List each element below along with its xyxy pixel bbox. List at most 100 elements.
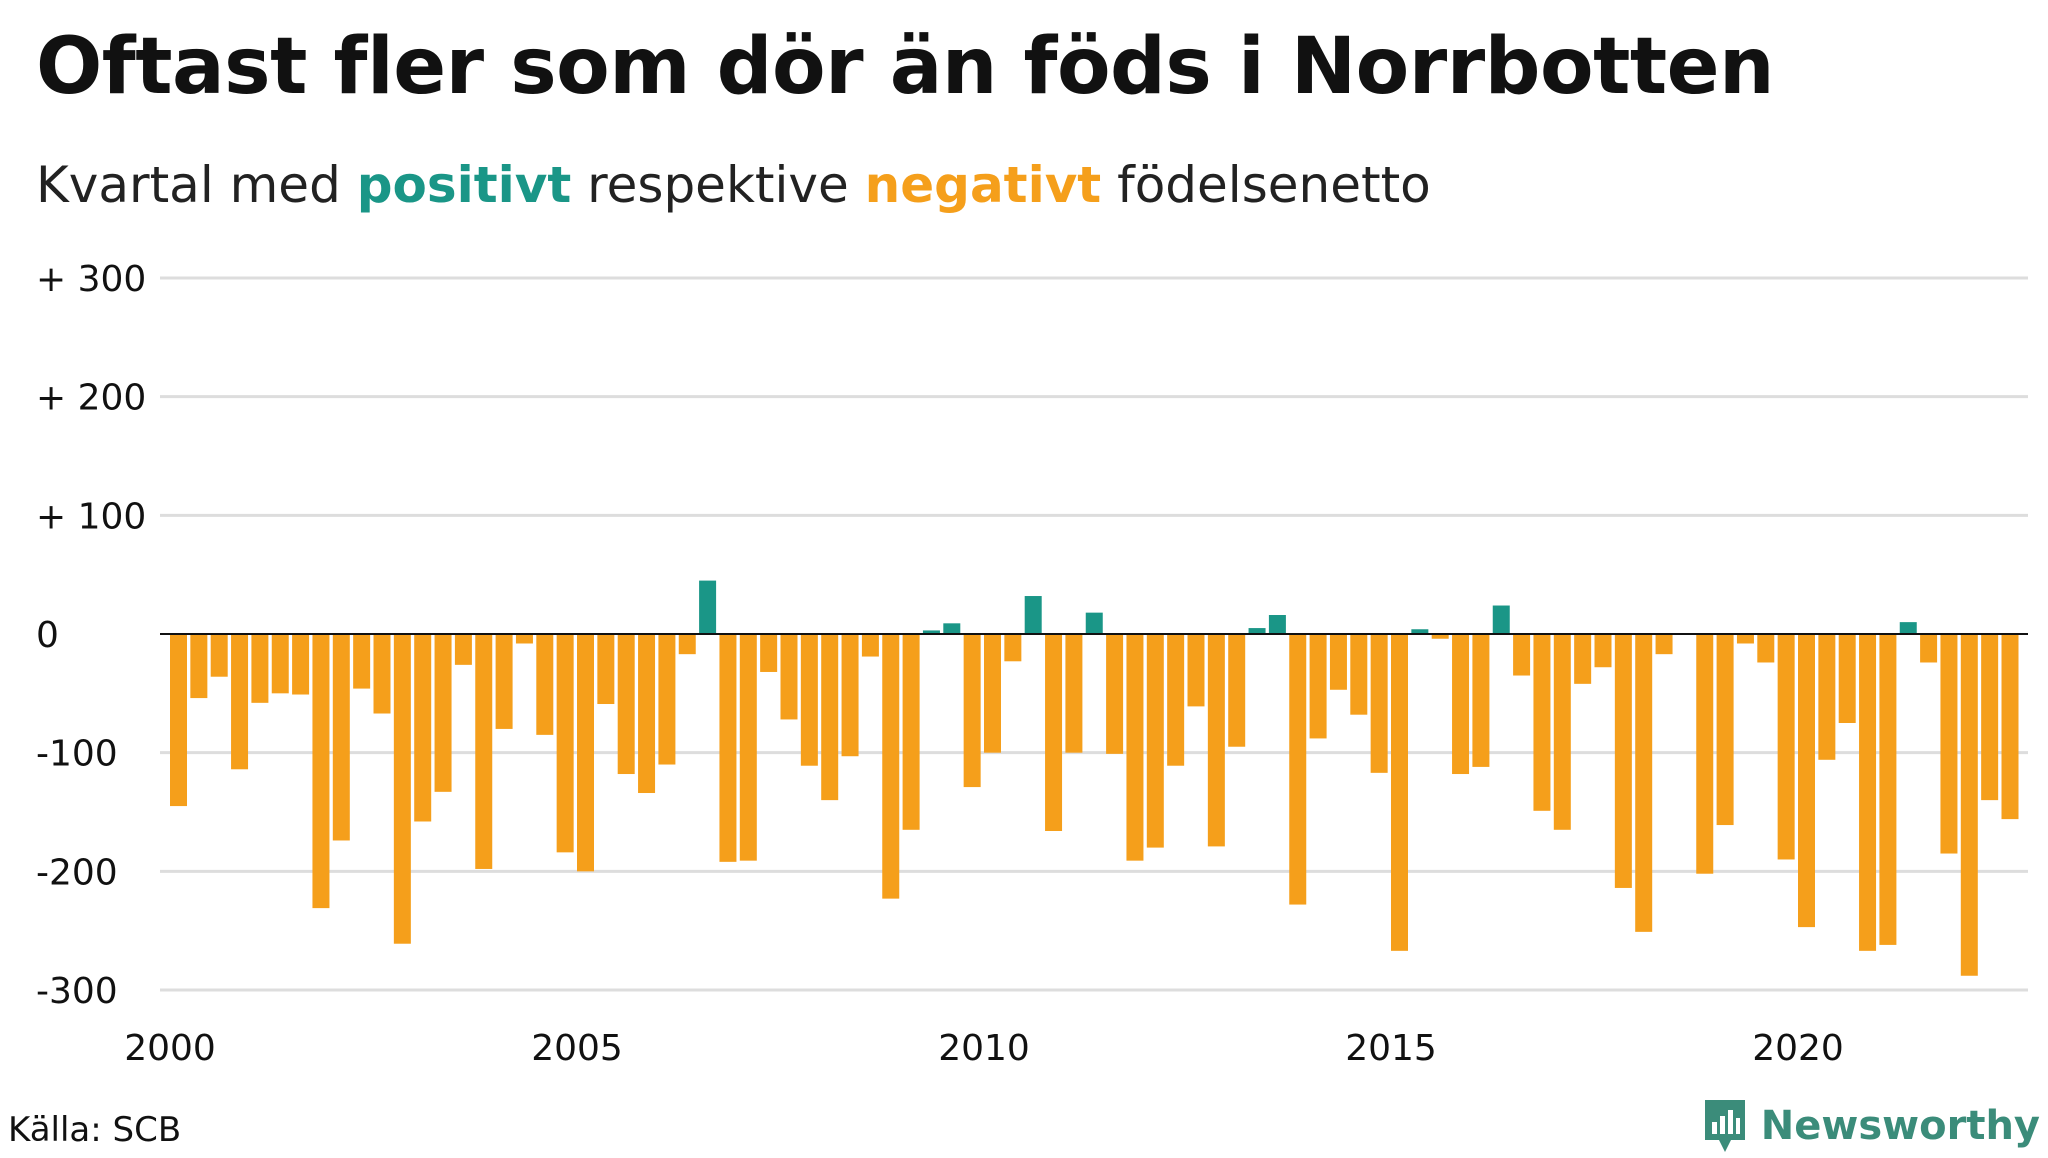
bar bbox=[434, 634, 452, 792]
bar bbox=[251, 634, 269, 703]
bar bbox=[1492, 605, 1510, 634]
bar bbox=[760, 634, 778, 672]
bar bbox=[1045, 634, 1063, 831]
bar bbox=[800, 634, 818, 766]
bar-layer bbox=[170, 580, 2019, 976]
bar bbox=[1167, 634, 1185, 766]
bar bbox=[658, 634, 676, 765]
y-tick-label: -200 bbox=[36, 852, 118, 893]
bar bbox=[1004, 634, 1022, 662]
bar bbox=[902, 634, 920, 830]
bar bbox=[1696, 634, 1714, 874]
bar bbox=[577, 634, 594, 872]
logo-text: Newsworthy bbox=[1760, 1103, 2040, 1149]
bar bbox=[1920, 634, 1938, 663]
bar bbox=[963, 634, 981, 788]
bar bbox=[1452, 634, 1470, 775]
x-tick-label: 2005 bbox=[531, 1028, 623, 1069]
bar bbox=[597, 634, 615, 705]
bar bbox=[353, 634, 371, 689]
bar bbox=[515, 634, 533, 644]
bar bbox=[739, 634, 757, 861]
bar bbox=[882, 634, 900, 899]
bar bbox=[719, 634, 737, 862]
newsworthy-logo: Newsworthy bbox=[1701, 1094, 2040, 1158]
y-tick-label: + 300 bbox=[36, 259, 146, 300]
bar bbox=[1126, 634, 1144, 861]
bar bbox=[1899, 622, 1917, 634]
bar bbox=[922, 630, 940, 634]
subtitle-middle: respektive bbox=[571, 156, 865, 214]
bar bbox=[1187, 634, 1205, 707]
bar bbox=[1940, 634, 1958, 854]
subtitle-positive-word: positivt bbox=[356, 156, 572, 214]
bar bbox=[984, 634, 1001, 753]
bar bbox=[1513, 634, 1531, 676]
bar bbox=[1329, 634, 1347, 690]
bar bbox=[943, 623, 961, 634]
bar bbox=[536, 634, 554, 735]
x-tick-label: 2000 bbox=[124, 1028, 216, 1069]
y-tick-label: 0 bbox=[36, 615, 59, 656]
bar bbox=[1574, 634, 1592, 684]
bar bbox=[1859, 634, 1877, 951]
bar bbox=[556, 634, 574, 853]
bar bbox=[1757, 634, 1775, 663]
bar bbox=[271, 634, 289, 694]
bar bbox=[821, 634, 839, 801]
y-tick-label: -300 bbox=[36, 971, 118, 1012]
bar bbox=[231, 634, 249, 770]
source-note: Källa: SCB bbox=[8, 1110, 182, 1150]
bar bbox=[1207, 634, 1225, 847]
bar bbox=[190, 634, 208, 699]
x-tick-label: 2010 bbox=[938, 1028, 1030, 1069]
bar bbox=[1553, 634, 1571, 830]
bar bbox=[170, 634, 187, 807]
bar bbox=[373, 634, 391, 714]
bar bbox=[638, 634, 656, 794]
bar bbox=[861, 634, 879, 657]
subtitle-prefix: Kvartal med bbox=[36, 156, 357, 214]
bar bbox=[841, 634, 859, 757]
bar bbox=[1879, 634, 1897, 945]
bar bbox=[1716, 634, 1734, 826]
bar bbox=[1085, 612, 1103, 634]
bar bbox=[617, 634, 635, 775]
bar bbox=[1024, 596, 1042, 634]
bar bbox=[1228, 634, 1246, 747]
bar bbox=[1106, 634, 1124, 754]
bar bbox=[1411, 629, 1429, 634]
bar bbox=[1635, 634, 1653, 932]
bar bbox=[780, 634, 798, 720]
chart-title: Oftast fler som dör än föds i Norrbotten bbox=[36, 22, 1775, 112]
bar bbox=[1594, 634, 1612, 668]
bar bbox=[292, 634, 310, 695]
bar bbox=[1248, 628, 1266, 634]
bar bbox=[475, 634, 493, 869]
bar bbox=[495, 634, 513, 729]
bar bbox=[414, 634, 432, 822]
y-tick-label: + 200 bbox=[36, 378, 146, 419]
x-tick-label: 2015 bbox=[1345, 1028, 1437, 1069]
bar bbox=[312, 634, 330, 909]
bar bbox=[393, 634, 411, 944]
bar bbox=[2001, 634, 2019, 820]
y-tick-label: + 100 bbox=[36, 496, 146, 537]
bar bbox=[1431, 634, 1449, 639]
bar bbox=[1960, 634, 1978, 976]
bar bbox=[1268, 615, 1286, 634]
subtitle-suffix: födelsenetto bbox=[1101, 156, 1431, 214]
bar bbox=[1798, 634, 1815, 928]
bar bbox=[1350, 634, 1368, 715]
chart-subtitle: Kvartal med positivt respektive negativt… bbox=[36, 156, 1431, 214]
bar bbox=[1309, 634, 1327, 739]
bar bbox=[1981, 634, 1999, 801]
bar bbox=[454, 634, 472, 665]
bar bbox=[1736, 634, 1754, 644]
bar bbox=[210, 634, 228, 677]
bar bbox=[1777, 634, 1795, 860]
bar bbox=[1065, 634, 1083, 753]
bar bbox=[1533, 634, 1551, 811]
